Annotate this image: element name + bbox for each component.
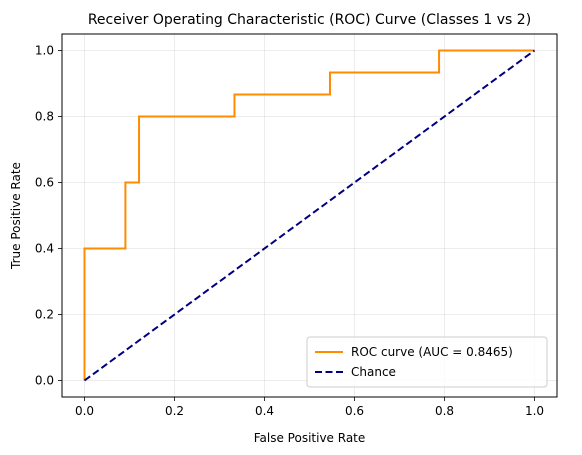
plot-frame [61,33,558,398]
y-tick-label: 0.8 [35,110,54,124]
y-tick-label: 0.2 [35,308,54,322]
legend-box [306,336,548,388]
y-tick-label: 0.4 [35,242,54,256]
x-tick-label: 1.0 [525,404,544,418]
x-tick-label: 0.2 [165,404,184,418]
legend: ROC curve (AUC = 0.8465) Chance [306,336,548,388]
chart-title: Receiver Operating Characteristic (ROC) … [88,12,531,28]
roc-curve-line [83,49,535,381]
x-tick-label: 0.4 [255,404,274,418]
x-tick-label: 0.8 [435,404,454,418]
x-axis-label: False Positive Rate [254,431,366,445]
chance-line [83,49,536,382]
y-tick-label: 0.0 [35,374,54,388]
y-axis-label: True Positive Rate [9,162,23,270]
tick-layer: 0.0 0.2 0.4 0.6 0.8 1.0 0.0 0.2 0.4 0.6 0.8 1.0 [35,44,544,419]
series-layer [83,49,536,382]
x-tick-label: 0.0 [75,404,94,418]
legend-entry-label: Chance [351,365,396,379]
y-tick-label: 1.0 [35,44,54,58]
legend-entry-label: ROC curve (AUC = 0.8465) [351,345,513,359]
y-tick-label: 0.6 [35,176,54,190]
x-tick-label: 0.6 [345,404,364,418]
